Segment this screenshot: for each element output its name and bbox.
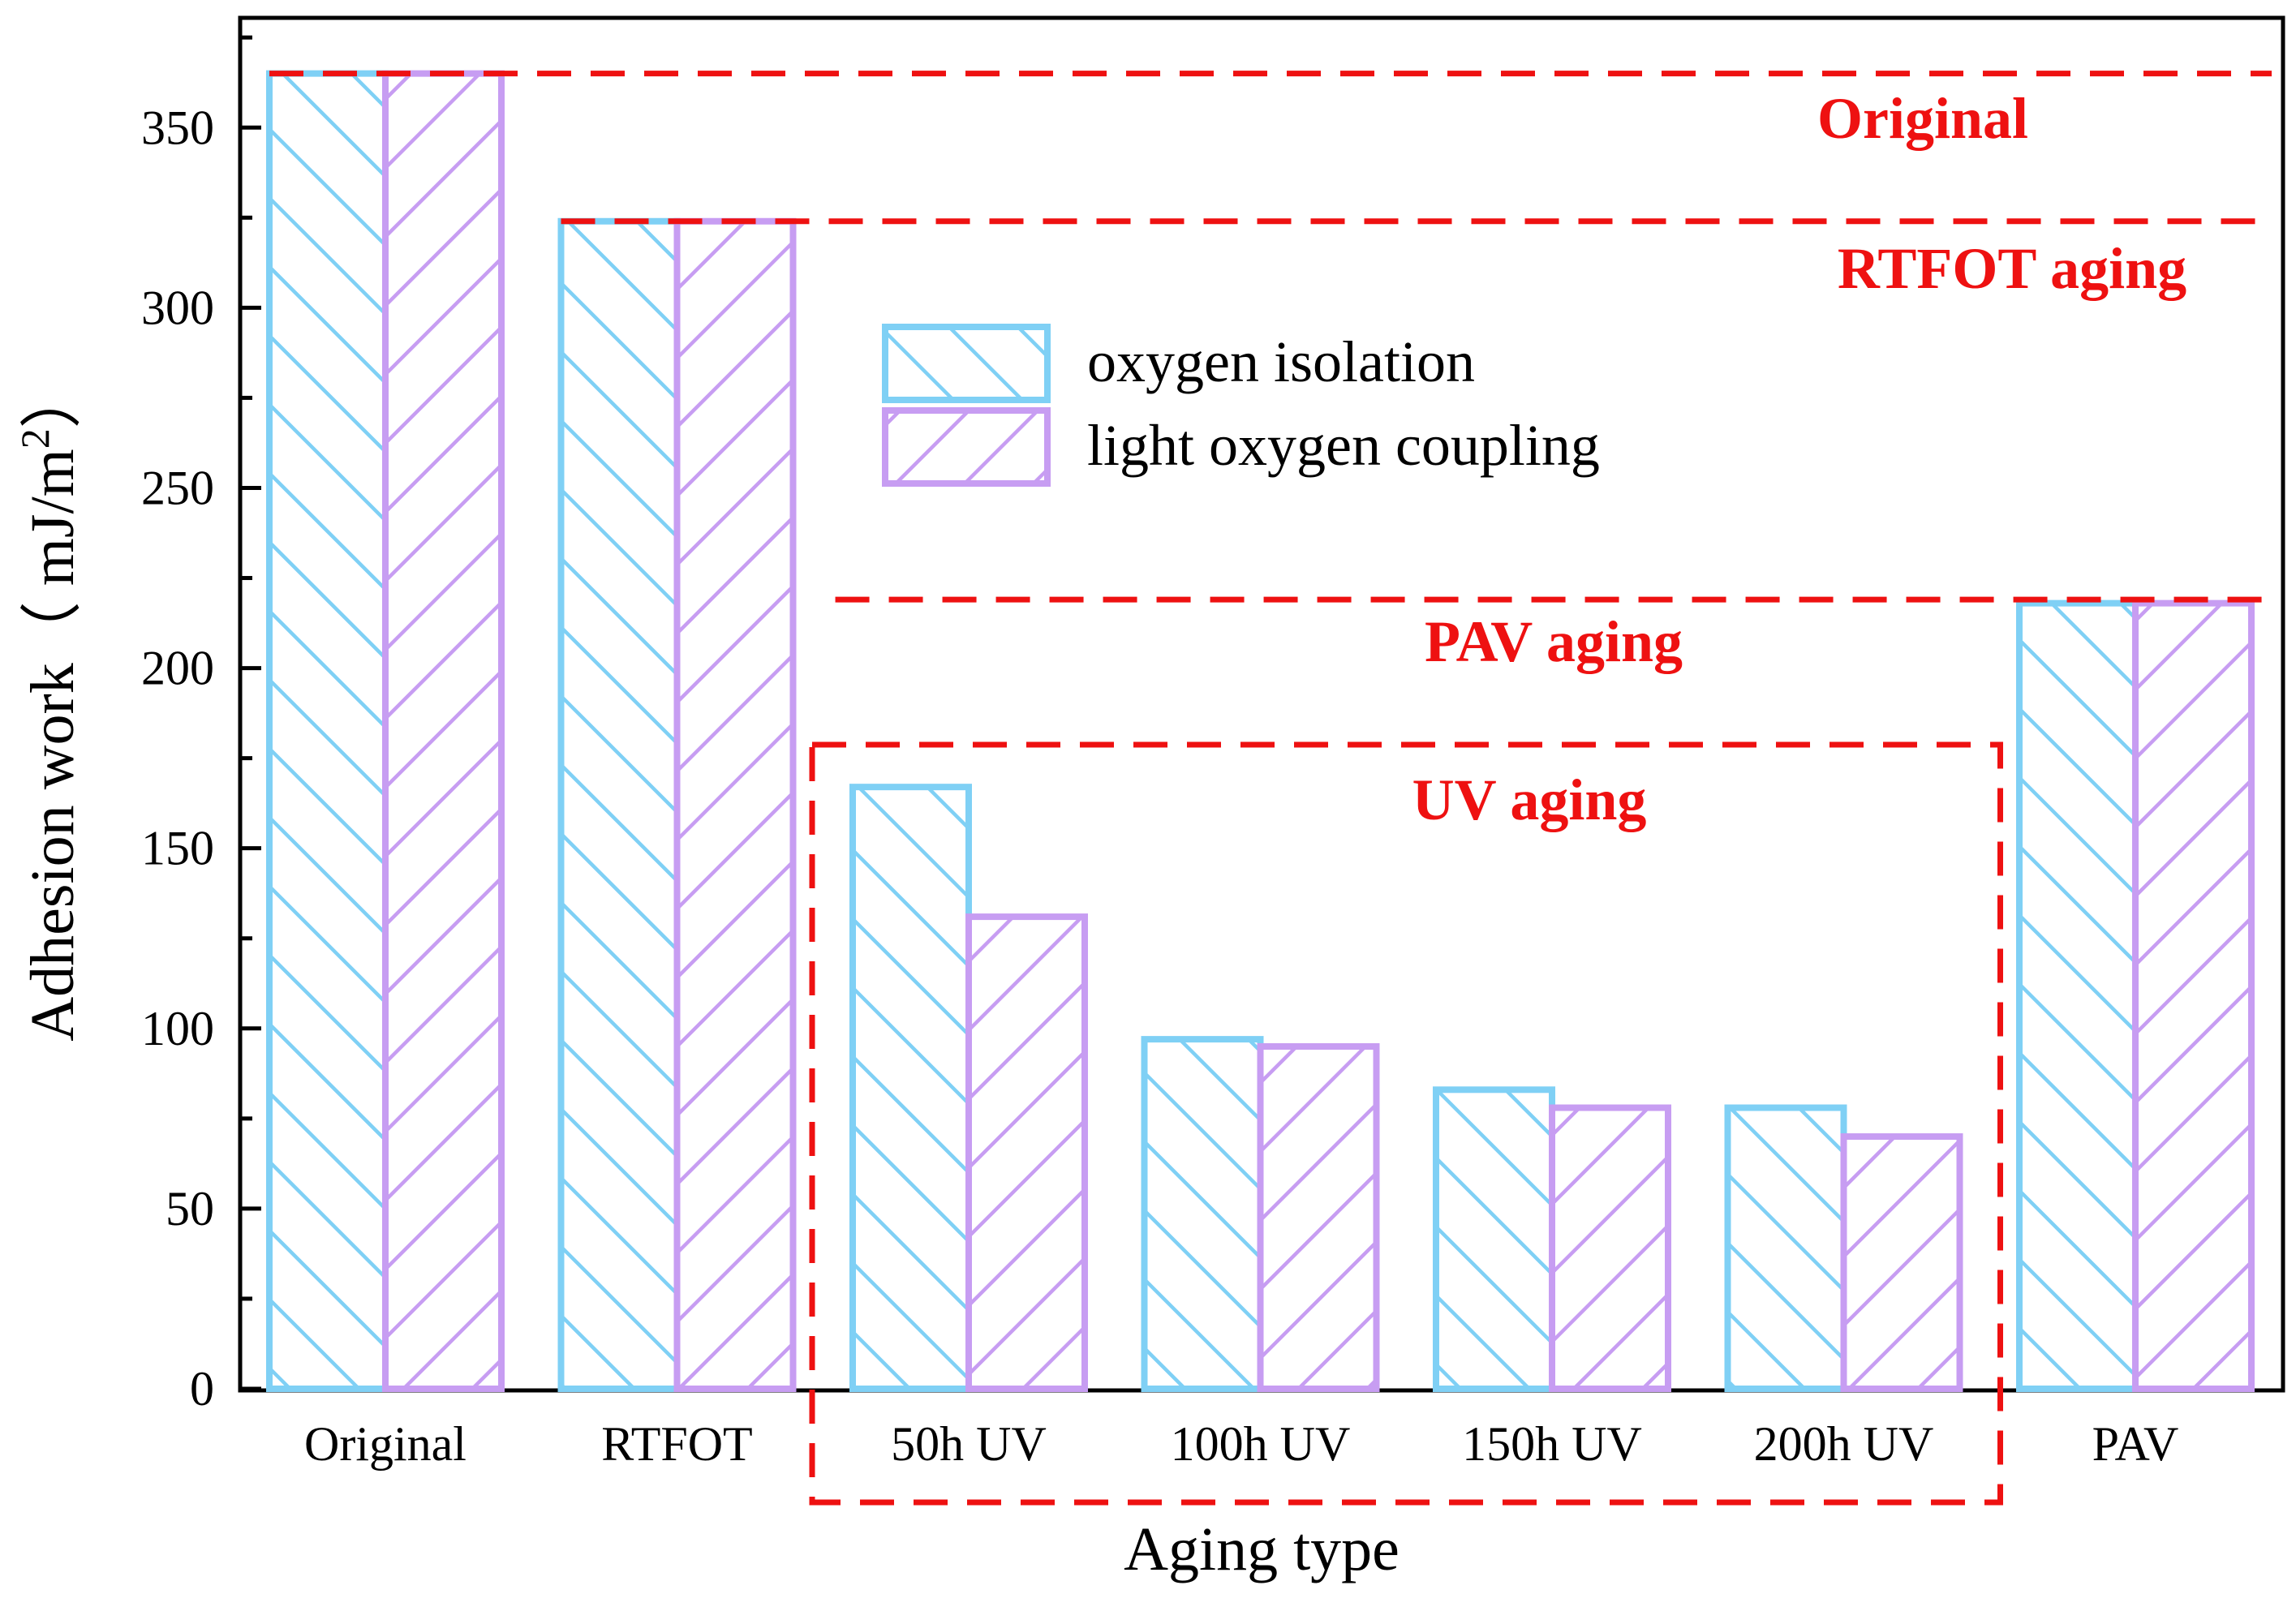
uv-aging-box: [809, 741, 2003, 1506]
annotations: Original RTFOT aging PAV aging UV aging: [269, 71, 2272, 1506]
bar-oxygen-isolation: [557, 217, 681, 1392]
reference-line-label: RTFOT aging: [1838, 236, 2186, 301]
bar-light-oxygen-coupling: [2132, 599, 2255, 1392]
x-tick-label: PAV: [2092, 1417, 2179, 1471]
y-tick-label: 150: [141, 822, 214, 875]
y-tick-label: 350: [141, 101, 214, 154]
y-axis-title: Adhesion work（ mJ/m2）: [12, 367, 87, 1041]
x-axis: Original RTFOT 50h UV 100h UV 150h UV 200h UV…: [304, 1417, 2178, 1471]
bar-oxygen-isolation: [1141, 1036, 1264, 1393]
y-tick-label: 0: [190, 1362, 214, 1416]
bar-light-oxygen-coupling: [1840, 1133, 1963, 1392]
bar-oxygen-isolation: [266, 70, 389, 1392]
y-axis-title-main: Adhesion work（ mJ/m: [19, 449, 87, 1041]
y-tick-label: 300: [141, 281, 214, 334]
x-tick-label: 200h UV: [1754, 1417, 1934, 1471]
x-tick-label: 100h UV: [1171, 1417, 1351, 1471]
bar-light-oxygen-coupling: [965, 913, 1088, 1392]
reference-line-label: PAV aging: [1425, 609, 1683, 674]
legend-swatch-light-oxygen-coupling: [882, 407, 1051, 487]
bar-oxygen-isolation: [1433, 1086, 1555, 1393]
legend-label-light-oxygen-coupling: light oxygen coupling: [1087, 413, 1600, 478]
bar-light-oxygen-coupling: [382, 70, 505, 1392]
bars: [266, 70, 2255, 1393]
uv-aging-label: UV aging: [1412, 767, 1647, 832]
bar-light-oxygen-coupling: [1257, 1043, 1380, 1392]
x-tick-label: 150h UV: [1462, 1417, 1642, 1471]
y-tick-label: 200: [141, 642, 214, 695]
y-axis-title-close: ）: [19, 367, 87, 428]
y-axis-title-exponent: 2: [12, 428, 58, 449]
y-tick-label: 250: [141, 461, 214, 514]
bar-oxygen-isolation: [2016, 599, 2139, 1392]
y-tick-label: 50: [166, 1182, 214, 1235]
x-axis-title: Aging type: [1124, 1515, 1400, 1583]
x-tick-label: 50h UV: [891, 1417, 1047, 1471]
bar-oxygen-isolation: [849, 784, 972, 1392]
legend-swatch-oxygen-isolation: [882, 324, 1051, 403]
y-axis: 0 50 100 150 200 250 300 350: [141, 35, 261, 1416]
x-tick-label: Original: [304, 1417, 467, 1471]
x-tick-label: RTFOT: [601, 1417, 752, 1471]
legend-label-oxygen-isolation: oxygen isolation: [1087, 329, 1475, 394]
bar-light-oxygen-coupling: [1549, 1104, 1671, 1392]
bar-oxygen-isolation: [1724, 1104, 1847, 1392]
bar-light-oxygen-coupling: [673, 217, 797, 1392]
reference-line-label: Original: [1817, 86, 2028, 151]
y-tick-label: 100: [141, 1002, 214, 1055]
legend: oxygen isolation light oxygen coupling: [882, 324, 1600, 487]
